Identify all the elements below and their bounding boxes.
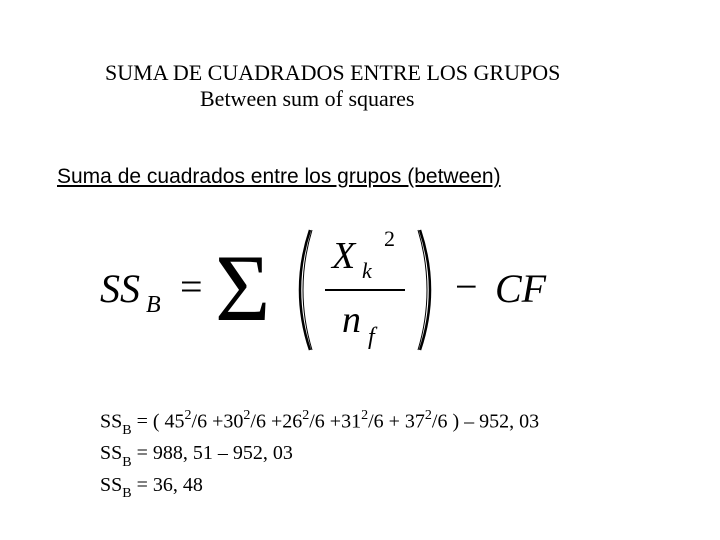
title-line-1: SUMA DE CUADRADOS ENTRE LOS GRUPOS [105,60,560,86]
ss-base-3: SS [100,474,122,496]
frac-num-base: X [330,235,357,277]
formula-minus: − [455,264,478,309]
ss-base-1: SS [100,411,122,433]
section-subtitle: Suma de cuadrados entre los grupos (betw… [57,165,501,189]
l1-t2: /6 +26 [250,411,302,433]
l1-t1: /6 +30 [192,411,244,433]
ss-sub-1: B [122,423,131,438]
sigma-symbol: Σ [215,235,270,341]
formula-rhs: CF [495,266,547,311]
l1-s1: 2 [185,408,192,423]
frac-den-base: n [342,299,361,341]
right-paren [420,230,430,350]
l1-s2: 2 [243,408,250,423]
l1-t3: /6 +31 [309,411,361,433]
frac-num-sup: 2 [384,226,395,251]
l1-s5: 2 [425,408,432,423]
formula-svg: SS B = Σ X k 2 n f − CF [100,210,620,360]
frac-den-sub: f [368,324,378,350]
l1-pre: = ( 45 [132,411,185,433]
formula-equals: = [180,264,203,309]
l1-s3: 2 [302,408,309,423]
formula-lhs-sub: B [146,292,161,318]
formula-lhs-base: SS [100,266,140,311]
calc-line-3: SSB = 36, 48 [100,471,539,503]
ss-sub-3: B [122,486,131,501]
l3-rest: = 36, 48 [132,474,203,496]
l2-rest: = 988, 51 – 952, 03 [132,442,293,464]
calc-line-2: SSB = 988, 51 – 952, 03 [100,439,539,471]
l1-t5: /6 ) – 952, 03 [432,411,539,433]
ss-base-2: SS [100,442,122,464]
ss-sub-2: B [122,455,131,470]
frac-num-sub: k [362,258,373,283]
calculation-block: SSB = ( 452/6 +302/6 +262/6 +312/6 + 372… [100,407,539,502]
calc-line-1: SSB = ( 452/6 +302/6 +262/6 +312/6 + 372… [100,407,539,439]
title-line-2: Between sum of squares [200,86,414,112]
l1-t4: /6 + 37 [368,411,425,433]
left-paren [300,230,310,350]
formula-display: SS B = Σ X k 2 n f − CF [100,210,620,360]
l1-s4: 2 [361,408,368,423]
